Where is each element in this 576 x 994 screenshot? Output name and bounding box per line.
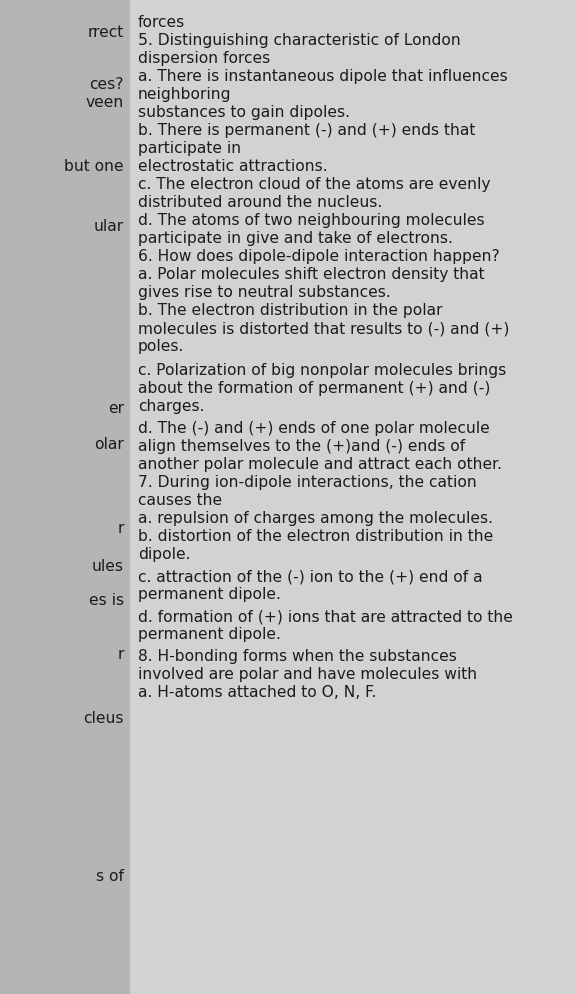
Text: d. The atoms of two neighbouring molecules: d. The atoms of two neighbouring molecul… — [138, 213, 484, 229]
Text: a. repulsion of charges among the molecules.: a. repulsion of charges among the molecu… — [138, 511, 493, 526]
Text: b. distortion of the electron distribution in the: b. distortion of the electron distributi… — [138, 529, 493, 544]
Text: 5. Distinguishing characteristic of London: 5. Distinguishing characteristic of Lond… — [138, 33, 461, 48]
Text: gives rise to neutral substances.: gives rise to neutral substances. — [138, 285, 391, 300]
Text: r: r — [118, 647, 124, 662]
Text: olar: olar — [94, 437, 124, 452]
Text: b. The electron distribution in the polar: b. The electron distribution in the pola… — [138, 303, 442, 318]
Text: 7. During ion-dipole interactions, the cation: 7. During ion-dipole interactions, the c… — [138, 475, 477, 490]
Bar — [130, 0, 576, 994]
Text: about the formation of permanent (+) and (-): about the formation of permanent (+) and… — [138, 382, 490, 397]
Text: permanent dipole.: permanent dipole. — [138, 627, 281, 642]
Text: a. Polar molecules shift electron density that: a. Polar molecules shift electron densit… — [138, 267, 484, 282]
Text: participate in: participate in — [138, 141, 241, 156]
Text: poles.: poles. — [138, 339, 184, 354]
Text: ular: ular — [94, 220, 124, 235]
Text: es is: es is — [89, 593, 124, 608]
Text: er: er — [108, 402, 124, 416]
Text: cleus: cleus — [84, 711, 124, 727]
Text: ules: ules — [92, 560, 124, 575]
Text: c. attraction of the (-) ion to the (+) end of a: c. attraction of the (-) ion to the (+) … — [138, 570, 483, 584]
Text: causes the: causes the — [138, 493, 222, 508]
Text: align themselves to the (+)and (-) ends of: align themselves to the (+)and (-) ends … — [138, 439, 465, 454]
Text: but one: but one — [65, 159, 124, 174]
Text: charges.: charges. — [138, 400, 204, 414]
Text: a. There is instantaneous dipole that influences: a. There is instantaneous dipole that in… — [138, 70, 508, 84]
Text: molecules is distorted that results to (-) and (+): molecules is distorted that results to (… — [138, 321, 509, 336]
Text: a. H-atoms attached to O, N, F.: a. H-atoms attached to O, N, F. — [138, 685, 376, 700]
Text: involved are polar and have molecules with: involved are polar and have molecules wi… — [138, 667, 477, 682]
Text: c. Polarization of big nonpolar molecules brings: c. Polarization of big nonpolar molecule… — [138, 363, 506, 378]
Text: ces?: ces? — [89, 78, 124, 92]
Text: substances to gain dipoles.: substances to gain dipoles. — [138, 105, 350, 120]
Text: permanent dipole.: permanent dipole. — [138, 587, 281, 602]
Text: distributed around the nucleus.: distributed around the nucleus. — [138, 195, 382, 210]
Text: neighboring: neighboring — [138, 87, 232, 102]
Text: dispersion forces: dispersion forces — [138, 52, 270, 67]
Text: d. The (-) and (+) ends of one polar molecule: d. The (-) and (+) ends of one polar mol… — [138, 421, 490, 436]
Text: veen: veen — [86, 95, 124, 110]
Text: 6. How does dipole-dipole interaction happen?: 6. How does dipole-dipole interaction ha… — [138, 249, 500, 264]
Text: d. formation of (+) ions that are attracted to the: d. formation of (+) ions that are attrac… — [138, 609, 513, 624]
Text: r: r — [118, 521, 124, 536]
Text: another polar molecule and attract each other.: another polar molecule and attract each … — [138, 457, 502, 472]
Text: b. There is permanent (-) and (+) ends that: b. There is permanent (-) and (+) ends t… — [138, 123, 475, 138]
Text: c. The electron cloud of the atoms are evenly: c. The electron cloud of the atoms are e… — [138, 177, 491, 192]
Text: participate in give and take of electrons.: participate in give and take of electron… — [138, 232, 453, 247]
Text: s of: s of — [96, 869, 124, 885]
Text: electrostatic attractions.: electrostatic attractions. — [138, 159, 328, 174]
Text: dipole.: dipole. — [138, 548, 191, 563]
Text: rrect: rrect — [88, 25, 124, 40]
Text: 8. H-bonding forms when the substances: 8. H-bonding forms when the substances — [138, 649, 457, 664]
Bar — [0, 0, 130, 994]
Text: forces: forces — [138, 15, 185, 30]
